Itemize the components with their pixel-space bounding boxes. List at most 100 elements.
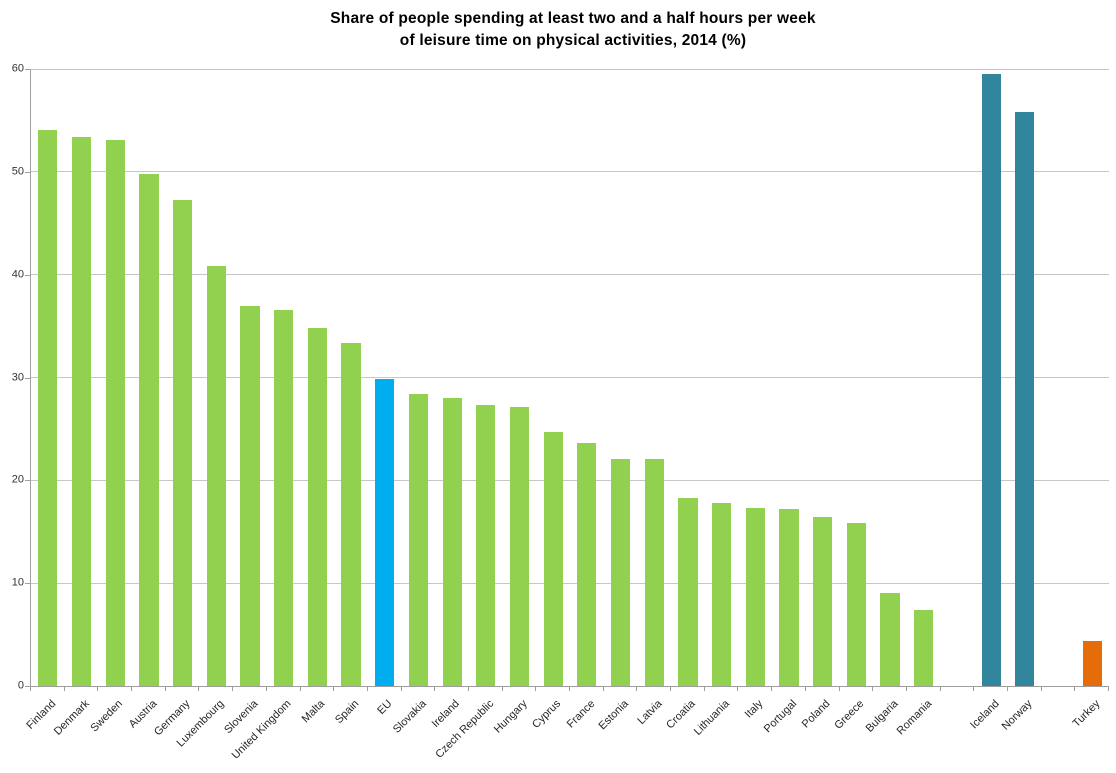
x-tick-mark-6 bbox=[232, 687, 234, 691]
bar-hungary bbox=[509, 407, 530, 686]
bar-spain bbox=[341, 342, 361, 686]
bar-slot-united-kingdom bbox=[267, 69, 301, 686]
y-tick-label-60: 60 bbox=[11, 62, 24, 75]
x-tick-mark-27 bbox=[939, 687, 941, 691]
x-tick-label-france: France bbox=[564, 697, 598, 731]
x-tick-mark-23 bbox=[804, 687, 806, 691]
x-tick-mark-31 bbox=[1074, 687, 1076, 691]
x-tick-label-latvia: Latvia bbox=[635, 697, 665, 728]
x-tick-mark-8 bbox=[299, 687, 301, 691]
y-tick-label-20: 20 bbox=[11, 473, 24, 486]
bar-greece bbox=[846, 522, 866, 686]
bar-slot-denmark bbox=[65, 69, 99, 686]
bar-slot-finland bbox=[31, 69, 65, 686]
x-tick-label-spain: Spain bbox=[332, 697, 362, 727]
x-tick-mark-16 bbox=[569, 687, 570, 691]
bar-slot-empty bbox=[941, 69, 975, 686]
bar-slot-spain bbox=[334, 69, 368, 686]
x-tick-label-denmark: Denmark bbox=[51, 697, 92, 738]
bar-italy bbox=[745, 508, 765, 686]
bar-czech-republic bbox=[476, 405, 496, 686]
x-tick-mark-30 bbox=[1040, 687, 1042, 691]
x-tick-label-greece: Greece bbox=[832, 697, 867, 732]
x-tick-mark-19 bbox=[670, 687, 672, 691]
bar-lithuania bbox=[712, 502, 732, 686]
bar-estonia bbox=[610, 458, 631, 686]
x-tick-mark-28 bbox=[973, 687, 975, 691]
y-tick-label-0: 0 bbox=[17, 679, 24, 692]
gridline-60 bbox=[31, 68, 1109, 70]
bar-germany bbox=[173, 199, 193, 686]
x-tick-label-malta: Malta bbox=[300, 697, 328, 726]
y-tick-mark-10 bbox=[25, 583, 30, 585]
bar-norway bbox=[1015, 112, 1035, 686]
bar-slot-turkey bbox=[1075, 69, 1109, 686]
bar-slot-croatia bbox=[671, 69, 705, 686]
bar-slot-norway bbox=[1008, 69, 1042, 686]
x-tick-mark-7 bbox=[265, 687, 267, 691]
bar-slot-eu bbox=[368, 69, 402, 686]
bar-slot-estonia bbox=[604, 69, 638, 686]
x-tick-label-turkey: Turkey bbox=[1070, 697, 1103, 730]
x-tick-mark-13 bbox=[467, 687, 469, 691]
chart-title-line2: of leisure time on physical activities, … bbox=[399, 32, 747, 49]
y-tick-label-40: 40 bbox=[11, 268, 24, 281]
bar-denmark bbox=[71, 136, 92, 686]
gridline-20 bbox=[31, 479, 1109, 481]
bar-slot-portugal bbox=[772, 69, 806, 686]
x-tick-mark-12 bbox=[434, 687, 436, 691]
x-tick-mark-5 bbox=[198, 687, 200, 691]
bar-slot-slovenia bbox=[233, 69, 267, 686]
y-tick-label-50: 50 bbox=[11, 165, 24, 178]
x-tick-mark-20 bbox=[703, 687, 705, 691]
bar-austria bbox=[139, 173, 159, 686]
bar-slot-latvia bbox=[637, 69, 671, 686]
y-tick-mark-0 bbox=[25, 686, 30, 687]
x-tick-mark-10 bbox=[366, 687, 368, 691]
bar-romania bbox=[914, 609, 934, 686]
bar-slot-czech-republic bbox=[469, 69, 503, 686]
bar-sweden bbox=[105, 139, 125, 686]
gridline-50 bbox=[31, 171, 1109, 173]
bar-slot-empty bbox=[1042, 69, 1076, 686]
x-tick-label-romania: Romania bbox=[894, 697, 934, 738]
y-tick-label-30: 30 bbox=[11, 371, 24, 383]
x-tick-mark-0 bbox=[30, 687, 31, 691]
x-tick-mark-9 bbox=[333, 687, 335, 691]
x-tick-mark-1 bbox=[63, 687, 65, 691]
x-tick-mark-24 bbox=[838, 687, 840, 691]
bar-slot-cyprus bbox=[536, 69, 570, 686]
x-tick-mark-18 bbox=[636, 687, 638, 691]
bar-ireland bbox=[442, 398, 462, 686]
bar-slot-luxembourg bbox=[199, 69, 233, 686]
bar-slot-bulgaria bbox=[873, 69, 907, 686]
bar-slot-poland bbox=[806, 69, 840, 686]
bar-united-kingdom bbox=[274, 309, 294, 686]
bar-slot-germany bbox=[166, 69, 200, 686]
x-tick-label-ireland: Ireland bbox=[430, 697, 463, 731]
x-tick-label-cyprus: Cyprus bbox=[530, 697, 564, 731]
x-tick-label-iceland: Iceland bbox=[967, 697, 1002, 732]
y-tick-mark-30 bbox=[25, 377, 30, 379]
x-tick-mark-15 bbox=[535, 687, 537, 691]
bar-slot-slovakia bbox=[402, 69, 436, 686]
bar-cyprus bbox=[543, 432, 563, 686]
x-tick-mark-17 bbox=[602, 687, 604, 691]
chart-title: Share of people spending at least two an… bbox=[30, 8, 1116, 52]
bar-slovenia bbox=[240, 305, 260, 686]
x-tick-label-norway: Norway bbox=[1000, 697, 1036, 733]
x-tick-mark-2 bbox=[97, 687, 99, 691]
gridline-30 bbox=[31, 377, 1109, 378]
x-tick-mark-22 bbox=[771, 687, 773, 691]
bar-iceland bbox=[981, 74, 1001, 686]
x-tick-mark-3 bbox=[131, 687, 133, 691]
bar-slot-italy bbox=[738, 69, 772, 686]
x-tick-mark-29 bbox=[1006, 687, 1008, 691]
bar-slot-sweden bbox=[98, 69, 132, 686]
y-tick-mark-60 bbox=[25, 69, 30, 70]
x-tick-label-eu: EU bbox=[375, 697, 395, 718]
plot-area bbox=[30, 68, 1109, 687]
x-tick-mark-25 bbox=[872, 687, 874, 691]
x-tick-label-lithuania: Lithuania bbox=[691, 697, 732, 738]
bar-slot-austria bbox=[132, 69, 166, 686]
